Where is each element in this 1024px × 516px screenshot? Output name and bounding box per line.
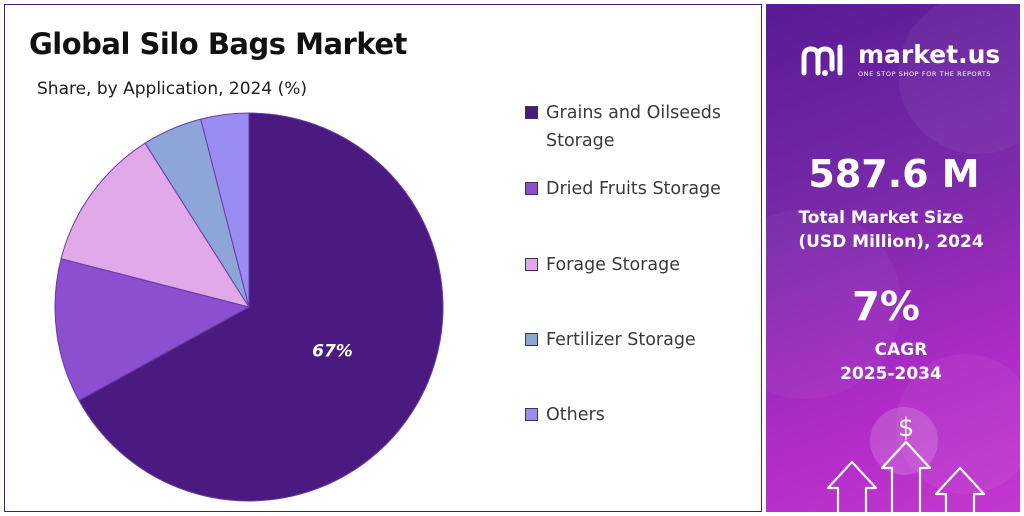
brand-text: market.us ONE STOP SHOP FOR THE REPORTS: [858, 40, 1001, 79]
pie-data-label: 67%: [312, 341, 353, 361]
brand-tagline: ONE STOP SHOP FOR THE REPORTS: [858, 70, 992, 78]
legend-item: Forage Storage: [525, 251, 760, 279]
market-size-label-line2: (USD Million), 2024: [798, 232, 984, 252]
market-size-label-line1: Total Market Size: [798, 208, 964, 228]
dollar-icon: $: [898, 413, 915, 443]
arrow-up-icon: [826, 460, 878, 512]
legend-item: Grains and Oilseeds Storage: [525, 99, 760, 155]
market-size-value: 587.6 M: [808, 152, 980, 196]
chart-title: Global Silo Bags Market: [29, 27, 407, 61]
legend-label: Dried Fruits Storage: [546, 179, 721, 199]
growth-graphic: $: [826, 413, 986, 512]
legend-label: Forage Storage: [546, 255, 680, 275]
cagr-value: 7%: [852, 284, 920, 330]
brand-name: market.us: [858, 40, 1001, 69]
arrow-up-icon: [934, 466, 986, 512]
arrow-up-icon: [880, 440, 932, 512]
pie-slice: [60, 142, 251, 308]
legend-item: Dried Fruits Storage: [525, 175, 760, 203]
market-us-logo-icon: [801, 44, 843, 76]
chart-panel: 67% Global Silo Bags Market Share, by Ap…: [4, 4, 762, 512]
summary-panel: market.us ONE STOP SHOP FOR THE REPORTS …: [766, 4, 1020, 512]
legend-swatch: [525, 258, 538, 271]
cagr-label-line1: CAGR: [874, 340, 928, 360]
pie-slice: [78, 112, 444, 502]
legend-label: Fertilizer Storage: [546, 330, 696, 350]
legend-item: Fertilizer Storage: [525, 326, 760, 354]
legend-label: Grains and Oilseeds Storage: [546, 103, 721, 151]
pie-chart: 67%: [54, 112, 444, 502]
legend-label: Others: [546, 405, 605, 425]
background-decoration: [766, 4, 1020, 494]
brand: market.us ONE STOP SHOP FOR THE REPORTS: [800, 42, 1000, 78]
chart-subtitle: Share, by Application, 2024 (%): [37, 79, 307, 99]
legend-swatch: [525, 408, 538, 421]
legend-swatch: [525, 182, 538, 195]
pie-slice: [54, 258, 251, 402]
pie-slice: [200, 112, 250, 308]
legend-swatch: [525, 333, 538, 346]
legend-item: Others: [525, 401, 760, 429]
cagr-label-line2: 2025-2034: [840, 364, 942, 384]
legend-swatch: [525, 106, 538, 119]
